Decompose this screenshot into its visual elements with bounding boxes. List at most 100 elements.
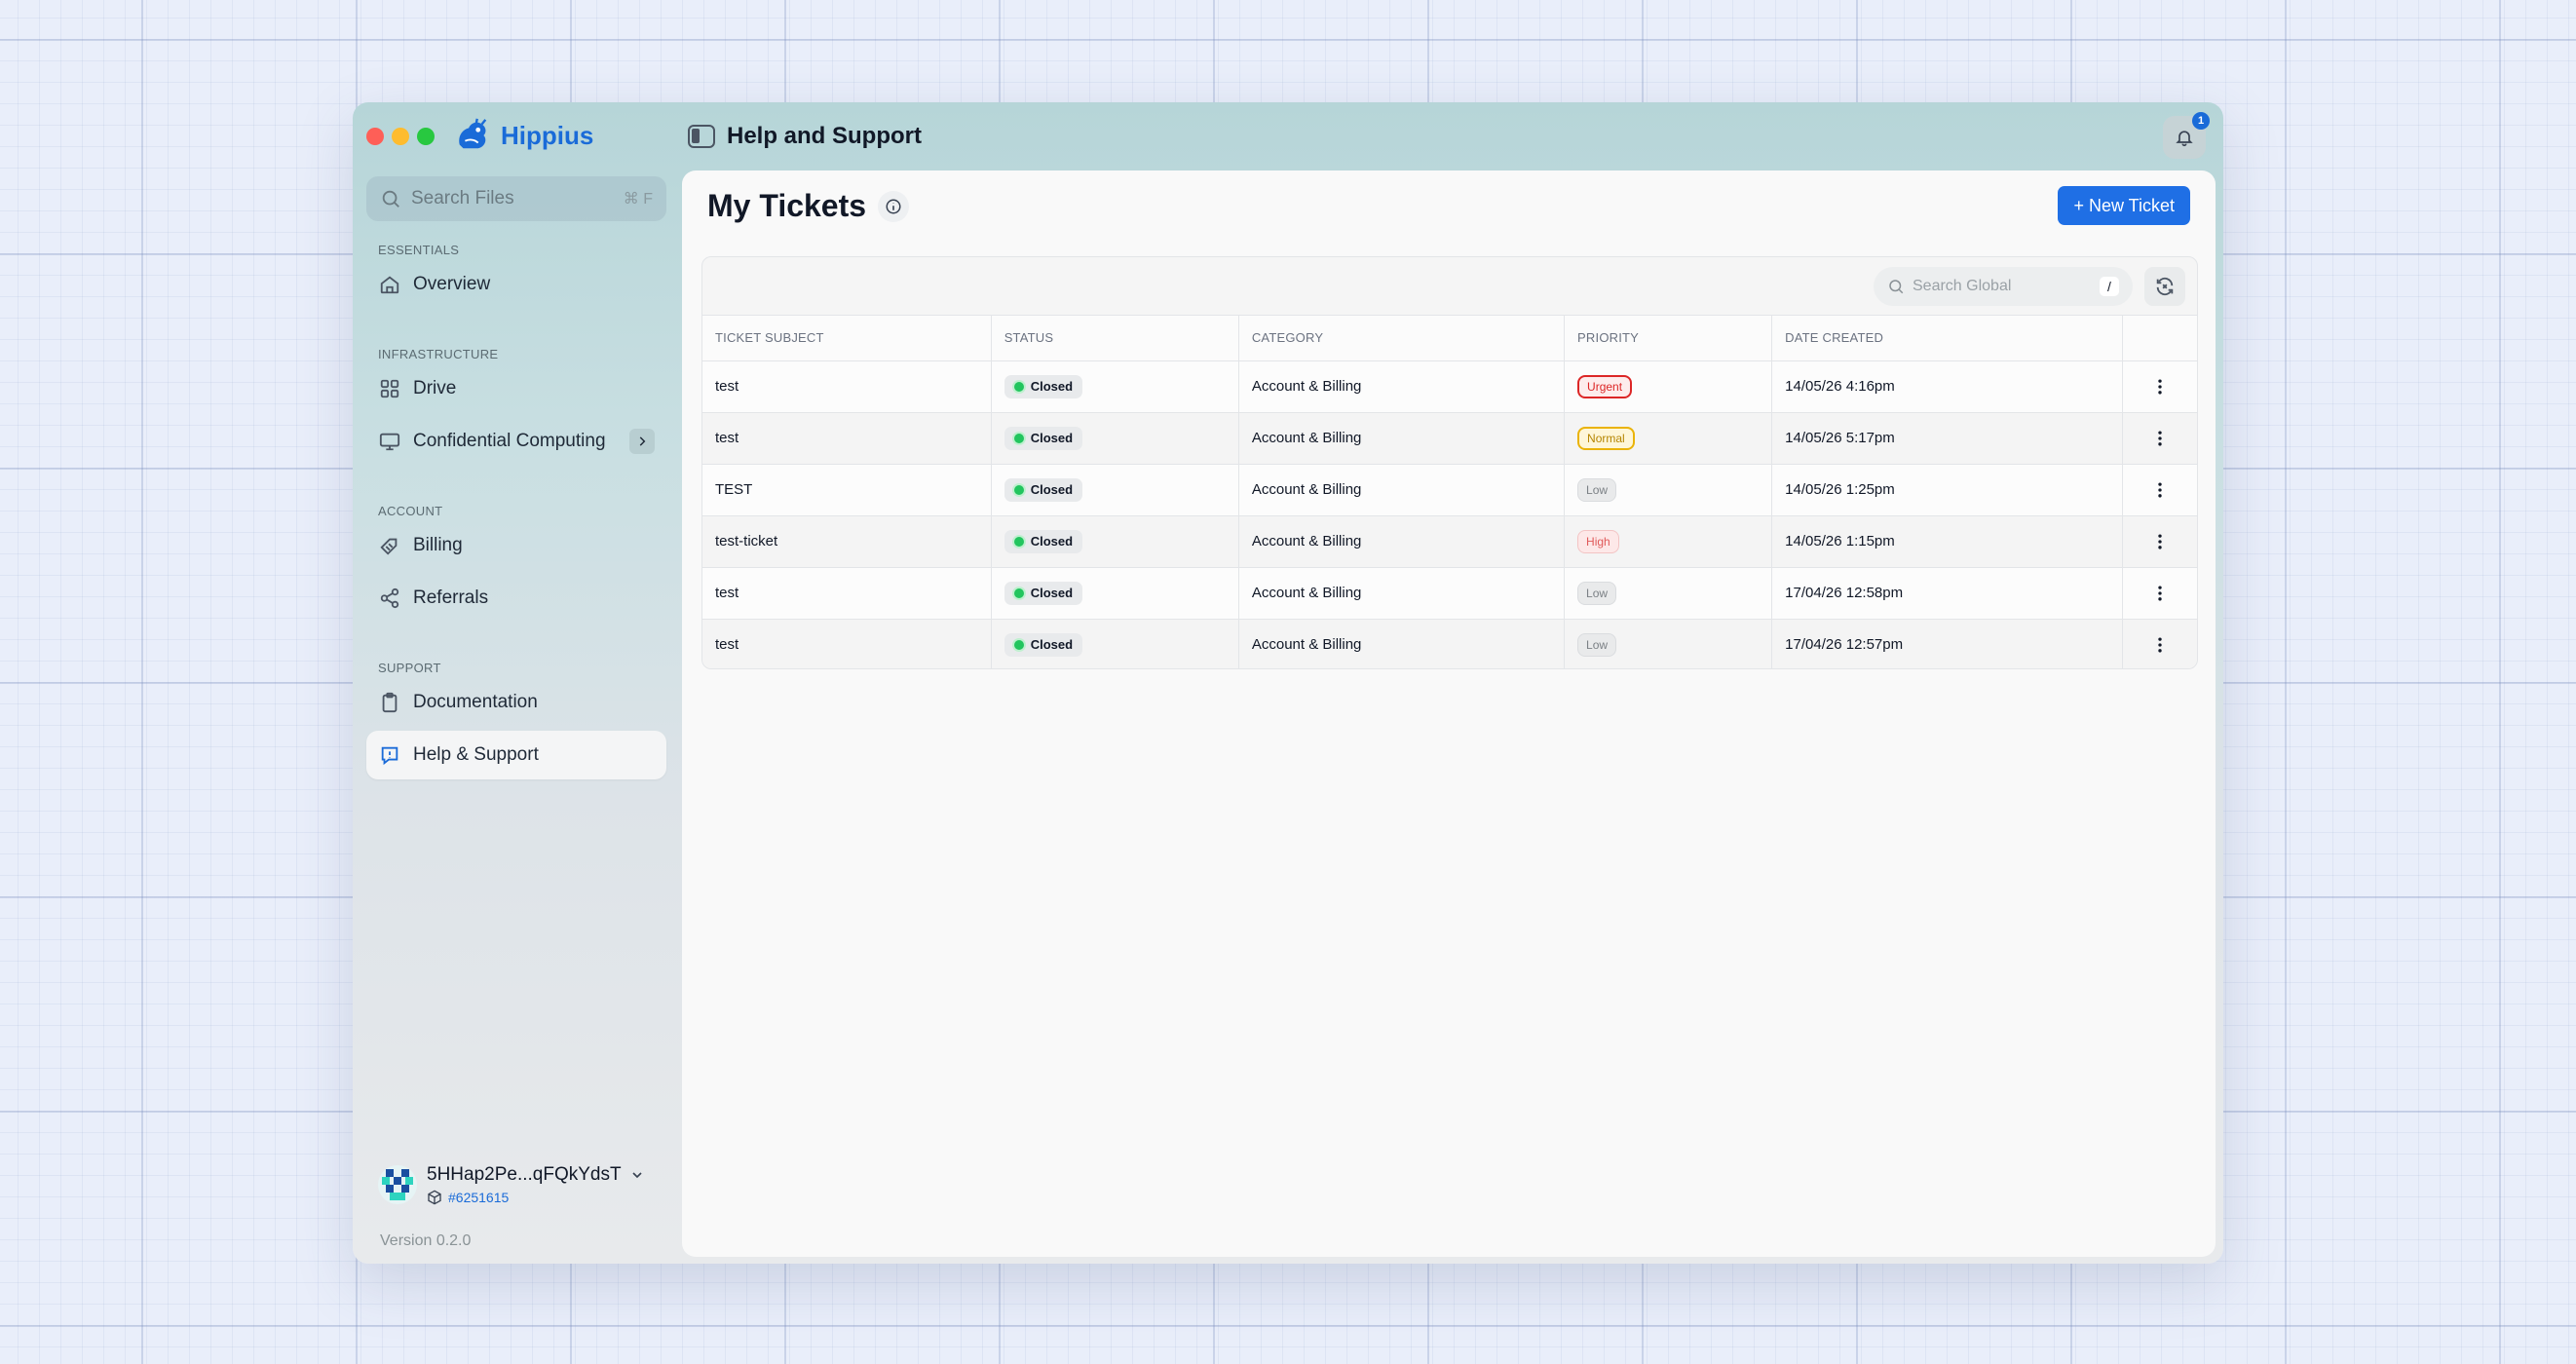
priority-cell: Normal [1564,412,1773,465]
search-files-input[interactable]: Search Files ⌘ F [366,176,666,221]
row-actions-button[interactable] [2136,480,2197,500]
column-header-priority[interactable]: PRIORITY [1564,316,1773,361]
search-shortcut: ⌘ F [623,191,653,208]
sidebar-item-label: Overview [413,274,491,294]
status-cell: Closed [991,412,1239,465]
bell-icon [2176,131,2193,147]
status-badge: Closed [1004,374,1083,398]
sidebar-item-label: Documentation [413,692,538,712]
avatar [378,1165,417,1204]
ticket-category: Account & Billing [1238,360,1566,413]
status-cell: Closed [991,515,1239,568]
table-row[interactable]: test Closed Account & Billing Urgent 14/05/2… [702,360,2197,413]
ticket-category: Account & Billing [1238,464,1566,516]
grid-icon [378,377,401,400]
row-actions-button[interactable] [2136,532,2197,551]
row-actions-button[interactable] [2136,635,2197,655]
priority-badge: Low [1577,581,1617,605]
status-cell: Closed [991,619,1239,668]
status-label: Closed [1030,431,1074,445]
status-cell: Closed [991,567,1239,620]
sidebar-item-label: Confidential Computing [413,431,606,451]
info-button[interactable] [878,190,910,222]
billing-icon [378,534,401,557]
status-dot-icon [1013,536,1024,547]
status-label: Closed [1030,534,1074,549]
section-infrastructure: INFRASTRUCTURE [378,347,499,361]
sidebar-item-help-support[interactable]: Help & Support [366,731,666,779]
search-shortcut: / [2100,277,2119,296]
column-header-category[interactable]: CATEGORY [1238,316,1566,361]
chevron-right-icon[interactable] [629,429,655,454]
row-actions-button[interactable] [2136,584,2197,603]
refresh-button[interactable] [2144,267,2185,306]
status-badge: Closed [1004,632,1083,657]
more-vertical-icon [2158,637,2162,653]
column-header-actions [2122,316,2197,361]
sidebar-item-overview[interactable]: Overview [366,260,666,309]
status-cell: Closed [991,464,1239,516]
sidebar-item-documentation[interactable]: Documentation [366,678,666,727]
sidebar-toggle-icon[interactable] [688,125,715,148]
account-id: #6251615 [448,1190,510,1205]
row-actions-button[interactable] [2136,429,2197,448]
table-row[interactable]: test Closed Account & Billing Low 17/04/26 1… [702,567,2197,620]
sidebar-item-label: Drive [413,378,457,398]
sidebar-item-billing[interactable]: Billing [366,521,666,570]
more-vertical-icon [2158,534,2162,549]
column-header-subject[interactable]: TICKET SUBJECT [702,316,992,361]
table-row[interactable]: test Closed Account & Billing Low 17/04/26 1… [702,619,2197,668]
column-header-status[interactable]: STATUS [991,316,1239,361]
priority-cell: Low [1564,567,1773,620]
page-title: Help and Support [727,123,922,149]
search-global-input[interactable]: Search Global / [1874,267,2133,306]
refresh-icon [2156,277,2174,296]
close-window-button[interactable] [366,128,384,145]
minimize-window-button[interactable] [392,128,409,145]
section-account: ACCOUNT [378,504,443,518]
sidebar-item-label: Billing [413,535,463,555]
table-row[interactable]: test Closed Account & Billing Normal 14/05/2… [702,412,2197,465]
actions-cell [2122,567,2197,620]
status-cell: Closed [991,360,1239,413]
sidebar-item-referrals[interactable]: Referrals [366,574,666,623]
sidebar: Search Files ⌘ F ESSENTIALS Overview INF… [353,170,680,1264]
ticket-subject: test-ticket [702,515,992,568]
maximize-window-button[interactable] [417,128,435,145]
ticket-subject: test [702,412,992,465]
actions-cell [2122,619,2197,668]
priority-badge: Urgent [1577,374,1633,398]
status-badge: Closed [1004,529,1083,553]
notification-badge: 1 [2192,112,2210,130]
sidebar-item-confidential-computing[interactable]: Confidential Computing [366,417,666,466]
sidebar-item-label: Referrals [413,587,489,608]
status-dot-icon [1013,639,1024,650]
status-label: Closed [1030,637,1074,653]
status-dot-icon [1013,433,1024,443]
notifications-button[interactable]: 1 [2163,112,2210,159]
chevron-down-icon [632,1172,642,1179]
tickets-table: Search Global / TICKET SUBJECT STATUS CA… [701,256,2198,669]
search-files-placeholder: Search Files [411,188,514,208]
main-panel: My Tickets + New Ticket Search Global / [682,170,2216,1257]
section-essentials: ESSENTIALS [378,243,460,257]
actions-cell [2122,412,2197,465]
ticket-date: 17/04/26 12:58pm [1771,567,2124,620]
new-ticket-button[interactable]: + New Ticket [2058,186,2190,225]
actions-cell [2122,515,2197,568]
brand[interactable]: Hippius [454,116,593,155]
sidebar-item-drive[interactable]: Drive [366,364,666,413]
table-row[interactable]: TEST Closed Account & Billing Low 14/05/26 1… [702,464,2197,516]
more-vertical-icon [2158,379,2162,394]
table-row[interactable]: test-ticket Closed Account & Billing High 14… [702,515,2197,568]
account-switcher[interactable]: 5HHap2Pe...qFQkYdsT #6251615 [378,1164,645,1205]
ticket-date: 14/05/26 1:25pm [1771,464,2124,516]
ticket-date: 17/04/26 12:57pm [1771,619,2124,668]
column-header-date[interactable]: DATE CREATED [1771,316,2124,361]
row-actions-button[interactable] [2136,377,2197,397]
monitor-icon [378,430,401,453]
more-vertical-icon [2158,431,2162,445]
status-badge: Closed [1004,477,1083,502]
priority-cell: Low [1564,464,1773,516]
brand-name: Hippius [501,120,594,150]
